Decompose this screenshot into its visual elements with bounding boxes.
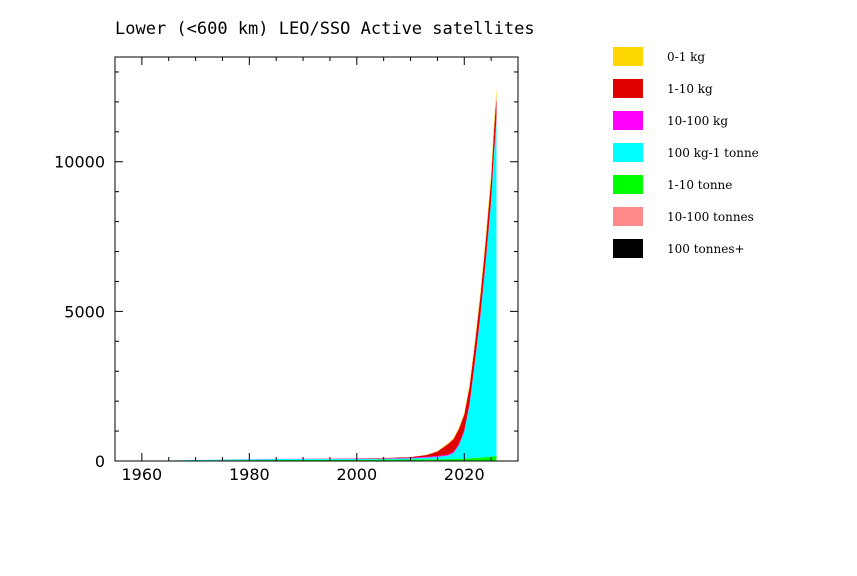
legend-label: 0-1 kg — [667, 50, 705, 64]
x-tick-label: 1980 — [229, 465, 270, 484]
legend-label: 1-10 kg — [667, 82, 713, 96]
legend-label: 100 kg-1 tonne — [667, 146, 759, 160]
area-series-6 — [131, 87, 497, 461]
legend-label: 10-100 kg — [667, 114, 728, 128]
area-series-4 — [131, 117, 497, 461]
legend-swatch — [613, 143, 643, 162]
x-tick-label: 1960 — [122, 465, 163, 484]
axis-ticks — [114, 57, 519, 462]
area-series-2 — [131, 456, 497, 461]
legend-label: 100 tonnes+ — [667, 242, 745, 256]
x-tick-label: 2000 — [336, 465, 377, 484]
y-tick-label: 0 — [95, 452, 105, 471]
chart-title: Lower (<600 km) LEO/SSO Active satellite… — [115, 19, 535, 39]
tick-labels: 1960 1980 2000 2020 0 5000 10000 — [54, 153, 485, 484]
legend-label: 1-10 tonne — [667, 178, 732, 192]
legend-swatch — [613, 47, 643, 66]
legend-swatch — [613, 239, 643, 258]
area-series-5 — [131, 95, 497, 461]
legend: 0-1 kg 1-10 kg 10-100 kg 100 kg-1 tonne 1-10… — [613, 47, 759, 258]
legend-swatch — [613, 207, 643, 226]
y-tick-label: 10000 — [54, 153, 105, 172]
y-tick-label: 5000 — [64, 302, 105, 321]
x-tick-label: 2020 — [444, 465, 485, 484]
legend-swatch — [613, 111, 643, 130]
area-layers — [131, 87, 497, 461]
area-series-3 — [131, 120, 497, 461]
legend-label: 10-100 tonnes — [667, 210, 754, 224]
legend-swatch — [613, 175, 643, 194]
plot-frame — [114, 56, 519, 462]
legend-swatch — [613, 79, 643, 98]
